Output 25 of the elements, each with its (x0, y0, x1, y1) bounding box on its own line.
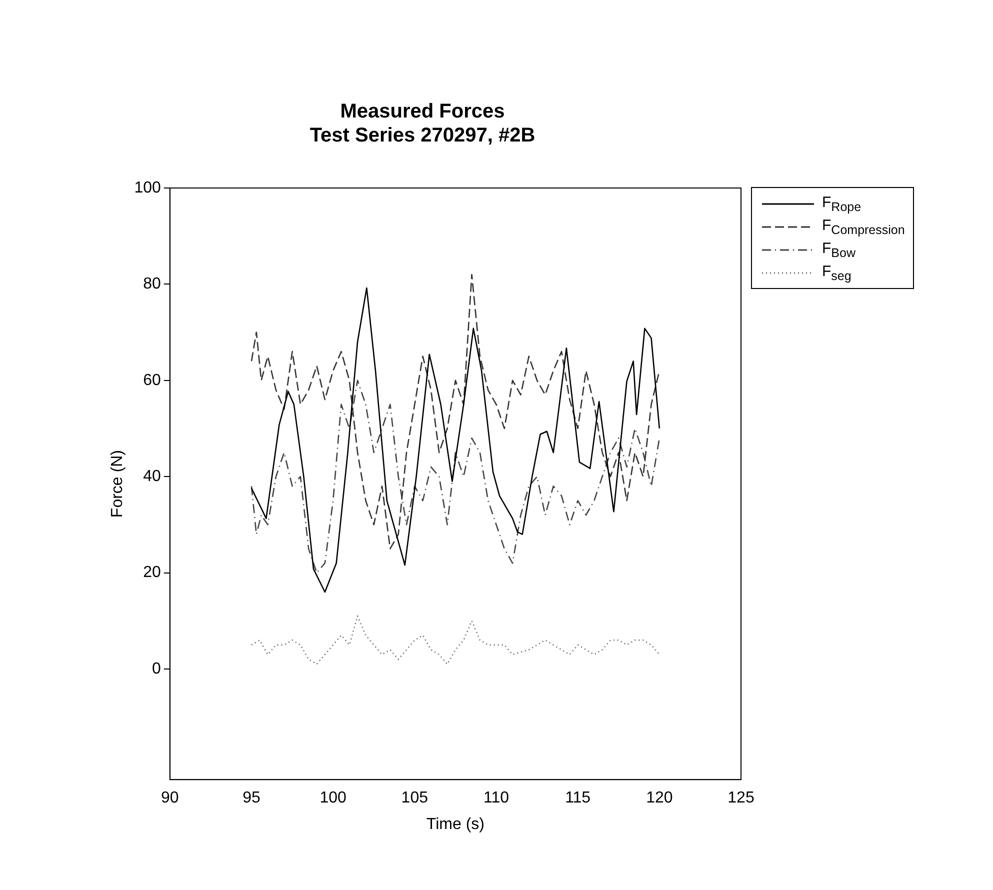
y-tick-label: 60 (143, 372, 161, 389)
line-series (250, 380, 660, 574)
x-tick-label: 115 (565, 790, 591, 807)
line-series (250, 274, 660, 550)
y-tick-label: 20 (143, 564, 161, 582)
legend-label: F$_{Bow}$ (822, 240, 856, 260)
x-tick-label: 125 (728, 790, 754, 807)
y-tick-label: 0 (152, 660, 161, 678)
legend-label: F$_{seg}$ (822, 262, 852, 282)
y-axis-title: Force (N) (109, 450, 126, 518)
x-tick-label: 90 (160, 790, 179, 807)
legend-label: F$_{Compression}$ (822, 216, 905, 236)
line-series (250, 615, 660, 665)
x-tick-label: 120 (646, 790, 673, 807)
x-tick-label: 110 (483, 790, 510, 807)
y-tick-label: 80 (143, 276, 161, 293)
x-tick-label: 105 (401, 790, 428, 807)
chart-subtitle: Test Series 270297, #2B (310, 124, 536, 147)
y-tick-label: 40 (143, 468, 161, 485)
x-tick-label: 95 (242, 790, 260, 807)
chart-title: Measured Forces (340, 100, 505, 123)
x-tick-label: 100 (320, 790, 347, 807)
x-axis-title: Time (s) (426, 816, 484, 833)
y-tick-label: 100 (134, 179, 161, 196)
legend-label: F$_{Rope}$ (822, 194, 862, 214)
